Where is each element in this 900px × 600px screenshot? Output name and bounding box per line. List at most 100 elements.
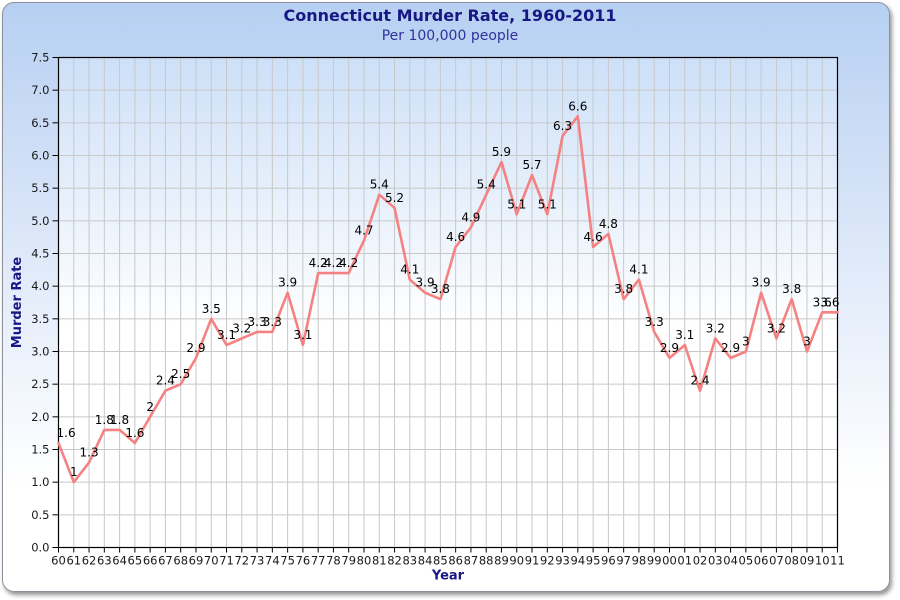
x-axis-tick-label: 82 xyxy=(387,554,402,568)
x-axis-tick-label: 94 xyxy=(571,554,586,568)
x-axis-tick-label: 84 xyxy=(418,554,433,568)
x-axis-tick-label: 85 xyxy=(433,554,448,568)
x-axis-tick-label: 71 xyxy=(219,554,234,568)
y-axis-tick-label: 3.0 xyxy=(31,345,49,359)
data-point-label: 4.2 xyxy=(324,256,343,270)
data-point-label: 1.8 xyxy=(110,413,129,427)
y-axis-tick-label: 4.0 xyxy=(31,279,49,293)
data-point-label: 1.3 xyxy=(80,446,99,460)
data-point-label: 4.2 xyxy=(339,256,358,270)
y-axis-tick-label: 1.0 xyxy=(31,475,49,489)
y-axis-tick-label: 2.5 xyxy=(31,377,49,391)
data-point-label: 5.1 xyxy=(507,197,526,211)
murder-rate-series-line xyxy=(57,115,839,484)
x-axis-tick-label: 64 xyxy=(112,554,127,568)
x-axis-tick-label: 10 xyxy=(815,554,830,568)
y-axis-tick-label: 6.5 xyxy=(31,116,49,130)
x-axis-tick-label: 75 xyxy=(280,554,295,568)
data-point-label: 4.9 xyxy=(461,210,480,224)
x-axis-tick-label: 11 xyxy=(830,554,845,568)
y-axis-tick-label: 5.0 xyxy=(31,214,49,228)
data-point-label: 4.2 xyxy=(309,256,328,270)
x-axis-tick-label: 72 xyxy=(234,554,249,568)
data-point-label: 3.9 xyxy=(278,276,297,290)
y-axis-tick-label: 7.0 xyxy=(31,83,49,97)
x-axis-tick-label: 80 xyxy=(357,554,372,568)
x-axis-tick-label: 05 xyxy=(739,554,754,568)
data-point-label: 3.1 xyxy=(675,328,694,342)
data-point-label: 2.9 xyxy=(186,341,205,355)
x-axis-tick-label: 06 xyxy=(754,554,769,568)
data-point-label: 4.7 xyxy=(354,223,373,237)
chart-title: Connecticut Murder Rate, 1960-2011 xyxy=(283,6,617,25)
data-point-label: 1 xyxy=(70,465,78,479)
data-point-label: 3 xyxy=(742,335,750,349)
x-axis-tick-label: 00 xyxy=(662,554,677,568)
x-axis-tick-label: 96 xyxy=(601,554,616,568)
data-point-label: 3.2 xyxy=(706,321,725,335)
y-axis-tick-label: 6.0 xyxy=(31,149,49,163)
x-axis-tick-label: 68 xyxy=(173,554,188,568)
data-point-label: 2 xyxy=(146,400,154,414)
data-point-label: 2.9 xyxy=(660,341,679,355)
data-point-label: 1.6 xyxy=(57,426,76,440)
x-axis-tick-label: 86 xyxy=(448,554,463,568)
y-axis-tick-label: 2.0 xyxy=(31,410,49,424)
data-point-label: 2.5 xyxy=(171,367,190,381)
data-point-label: 3.8 xyxy=(431,282,450,296)
data-point-label: 5.7 xyxy=(522,158,541,172)
x-axis-tick-label: 70 xyxy=(204,554,219,568)
x-axis-tick-label: 02 xyxy=(693,554,708,568)
data-point-label: 2.4 xyxy=(690,374,709,388)
data-point-label: 3.1 xyxy=(217,328,236,342)
x-axis-tick-label: 93 xyxy=(555,554,570,568)
data-point-label: 3.9 xyxy=(416,276,435,290)
data-point-label: 1.6 xyxy=(125,426,144,440)
x-axis-tick-label: 62 xyxy=(82,554,97,568)
data-point-label: 5.1 xyxy=(538,197,557,211)
data-point-label: 3.3 xyxy=(263,315,282,329)
data-point-label: 5.4 xyxy=(370,178,389,192)
x-axis-tick-label: 92 xyxy=(540,554,555,568)
x-axis-tick-label: 01 xyxy=(677,554,692,568)
x-axis-tick-label: 97 xyxy=(616,554,631,568)
data-point-label: 2.9 xyxy=(721,341,740,355)
data-point-label: 3.3 xyxy=(248,315,267,329)
data-point-label: 4.1 xyxy=(629,263,648,277)
data-point-label: 3 xyxy=(803,335,811,349)
data-point-label: 5.4 xyxy=(477,178,496,192)
x-axis-tick-label: 98 xyxy=(632,554,647,568)
x-axis-tick-label: 61 xyxy=(66,554,81,568)
data-point-label: 3.5 xyxy=(202,302,221,316)
x-axis-tick-label: 89 xyxy=(494,554,509,568)
x-axis-tick-label: 91 xyxy=(525,554,540,568)
y-axis-tick-label: 3.5 xyxy=(31,312,49,326)
data-point-label: 4.6 xyxy=(446,230,465,244)
data-point-label: 6.6 xyxy=(568,99,587,113)
data-point-label: 4.8 xyxy=(599,217,618,231)
data-point-label: 3.9 xyxy=(752,276,771,290)
x-axis-tick-label: 65 xyxy=(128,554,143,568)
x-axis-tick-label: 87 xyxy=(464,554,479,568)
data-point-label: 5.9 xyxy=(492,145,511,159)
data-point-label: 3.3 xyxy=(645,315,664,329)
data-point-label: 3.8 xyxy=(614,282,633,296)
data-point-label: 4.6 xyxy=(584,230,603,244)
x-axis-tick-label: 09 xyxy=(800,554,815,568)
y-axis-tick-label: 0.5 xyxy=(31,508,49,522)
x-axis-tick-label: 74 xyxy=(265,554,280,568)
x-axis-tick-label: 73 xyxy=(250,554,265,568)
y-axis-tick-label: 7.5 xyxy=(31,51,49,65)
x-axis-tick-label: 60 xyxy=(51,554,66,568)
data-point-label: 3.2 xyxy=(232,321,251,335)
y-axis-title: Murder Rate xyxy=(10,257,25,349)
x-axis-tick-label: 77 xyxy=(311,554,326,568)
x-axis-tick-label: 67 xyxy=(158,554,173,568)
x-axis-tick-label: 81 xyxy=(372,554,387,568)
x-axis-tick-label: 04 xyxy=(723,554,738,568)
x-axis-title: Year xyxy=(431,569,465,584)
x-axis-tick-label: 95 xyxy=(586,554,601,568)
x-axis-tick-label: 99 xyxy=(647,554,662,568)
chart-subtitle: Per 100,000 people xyxy=(381,28,519,44)
